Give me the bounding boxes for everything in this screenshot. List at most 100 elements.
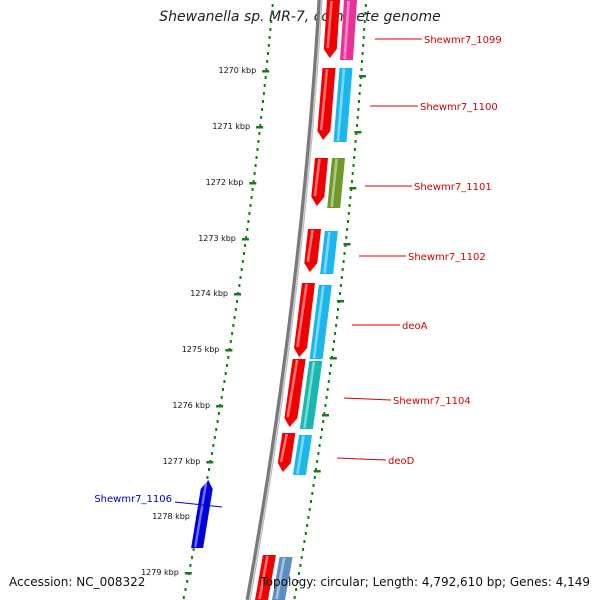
tick-dot-right xyxy=(322,420,325,423)
cds-red-arrow xyxy=(304,229,321,272)
tick-dot-left xyxy=(189,564,192,567)
tick-dot-left xyxy=(244,244,247,247)
kbp-label: 1279 kbp xyxy=(141,568,179,577)
tick-dot-right xyxy=(339,284,342,287)
tick-dot-right xyxy=(304,532,307,535)
tick-dot-left xyxy=(267,52,269,55)
tick-dot-left xyxy=(232,324,235,327)
cds-red-arrow-shine xyxy=(326,0,333,49)
cds-red-arrow xyxy=(323,0,340,58)
tick-dot-right xyxy=(337,308,339,311)
tick-dot-right xyxy=(361,52,364,55)
cds-red-arrow-shine xyxy=(279,433,289,463)
tick-dot-right xyxy=(347,220,349,223)
tick-dot-right xyxy=(323,412,326,415)
kbp-label: 1275 kbp xyxy=(182,345,220,354)
genome-backbone-shade xyxy=(248,0,323,600)
kbp-major-tick xyxy=(249,182,257,185)
tick-dot-right xyxy=(307,516,310,519)
feature-track xyxy=(191,0,357,600)
tick-dot-right xyxy=(321,428,323,431)
tick-dot-right xyxy=(319,436,322,439)
tick-dot-left xyxy=(239,276,242,279)
tick-dot-left xyxy=(256,148,259,151)
tick-dot-right xyxy=(353,156,356,159)
tick-dot-left xyxy=(243,252,245,255)
tick-dot-right xyxy=(347,212,350,215)
tick-dot-left xyxy=(263,84,266,87)
tick-dot-left xyxy=(259,124,262,127)
tick-dot-right xyxy=(345,236,348,239)
tick-dot-right xyxy=(357,108,360,111)
tick-dot-left xyxy=(223,380,226,383)
cds-red-arrow-shine xyxy=(286,359,299,418)
feature-olive-bar-shine xyxy=(330,158,338,208)
feature-cyan-bar-shine xyxy=(336,68,346,142)
tick-major-right xyxy=(322,414,329,417)
kbp-major-tick xyxy=(262,70,270,73)
tick-dot-right xyxy=(315,468,317,471)
gene-label: Shewmr7_1102 xyxy=(408,252,486,263)
kbp-scale: 1270 kbp 1271 kbp 1272 kbp 1273 kbp 1274 kbp… xyxy=(141,66,366,577)
tick-dot-left xyxy=(261,108,264,111)
gene-label: Shewmr7_1104 xyxy=(393,396,471,407)
tick-dot-right xyxy=(302,548,305,551)
kbp-label: 1277 kbp xyxy=(163,457,201,466)
feature-teal-bar xyxy=(299,361,323,429)
tick-dot-right xyxy=(306,524,309,527)
tick-dot-right xyxy=(342,260,345,263)
tick-dot-right xyxy=(295,588,298,591)
feature-cyan-bar xyxy=(320,231,338,274)
tick-dot-right xyxy=(356,116,359,119)
kbp-major-tick xyxy=(241,238,249,241)
tick-dot-left xyxy=(212,444,215,447)
tick-dot-right xyxy=(343,252,346,255)
gene-label: Shewmr7_1100 xyxy=(420,102,498,113)
tick-dot-left xyxy=(213,436,216,439)
kbp-label: 1278 kbp xyxy=(152,512,190,521)
tick-dot-right xyxy=(364,12,367,15)
feature-cyan-bar-shine xyxy=(296,435,305,475)
tick-dot-right xyxy=(312,484,315,487)
tick-dot-left xyxy=(265,68,268,71)
tick-dot-left xyxy=(245,236,248,239)
tick-dot-right xyxy=(318,444,321,447)
tick-dot-right xyxy=(299,564,302,567)
tick-dot-left xyxy=(215,428,218,431)
tick-dot-left xyxy=(270,20,273,23)
tick-dot-left xyxy=(206,476,209,479)
genome-backbone xyxy=(245,0,323,600)
tick-dot-left xyxy=(264,76,267,79)
tick-dot-left xyxy=(227,356,230,359)
tick-dot-left xyxy=(216,420,219,423)
tick-dot-left xyxy=(249,204,252,207)
tick-dot-right xyxy=(311,492,314,495)
tick-dot-right xyxy=(364,4,367,7)
tick-dot-left xyxy=(210,452,213,455)
tick-dot-right xyxy=(356,124,358,127)
tick-dot-left xyxy=(262,92,265,95)
tick-dot-right xyxy=(346,228,349,231)
genome-summary-text: Topology: circular; Length: 4,792,610 bp… xyxy=(260,575,590,589)
feature-cyan-bar-shine xyxy=(323,231,331,274)
tick-dots xyxy=(182,4,367,599)
label-leader-line xyxy=(174,501,223,508)
feature-steel-bar xyxy=(272,557,293,600)
tick-dot-left xyxy=(248,212,251,215)
cds-blue-arrow xyxy=(191,480,213,548)
tick-dot-left xyxy=(240,268,243,271)
tick-major-right xyxy=(354,131,362,134)
tick-dot-left xyxy=(182,596,185,599)
tick-dot-left xyxy=(251,188,254,191)
tick-dot-left xyxy=(238,284,241,287)
cds-red-arrow xyxy=(284,359,306,427)
kbp-major-tick xyxy=(234,293,241,296)
tick-major-right xyxy=(337,300,344,303)
tick-dot-right xyxy=(362,36,365,39)
accession-text: Accession: NC_008322 xyxy=(9,575,146,589)
tick-dot-right xyxy=(300,556,303,559)
tick-dot-right xyxy=(341,268,344,271)
tick-dot-left xyxy=(254,164,257,167)
tick-dot-left xyxy=(233,316,236,319)
